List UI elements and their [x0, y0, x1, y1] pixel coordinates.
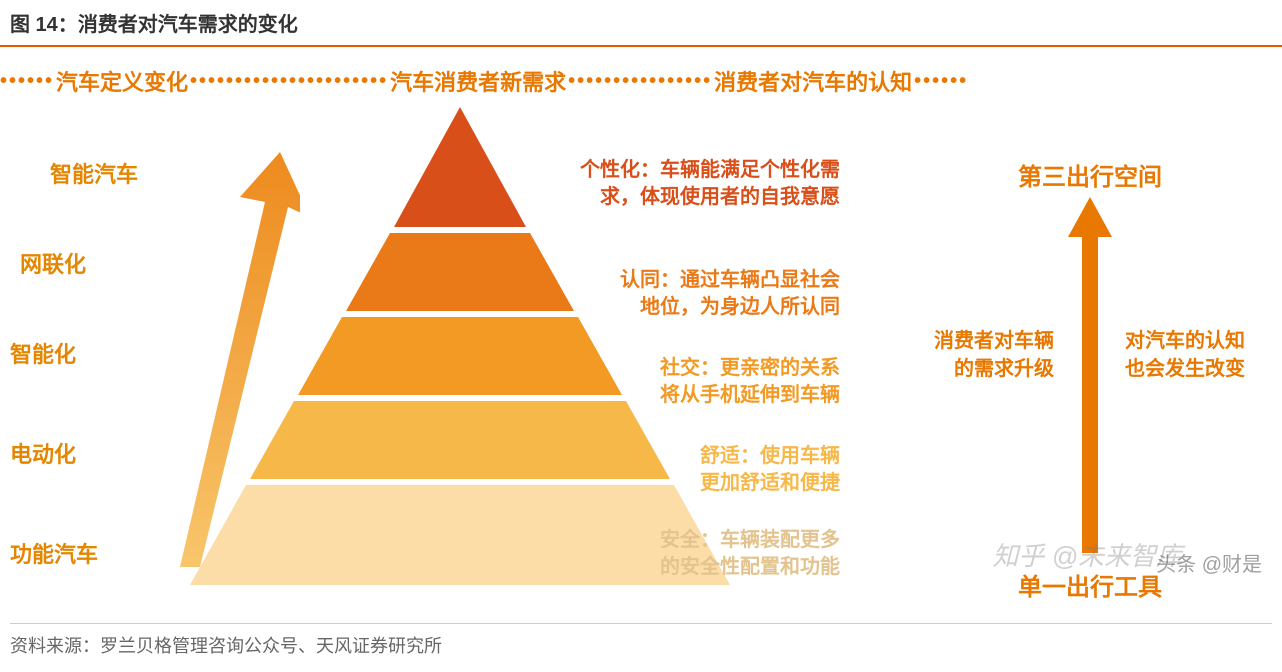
right-arrow-icon	[1068, 197, 1112, 557]
left-axis-label: 电动化	[10, 437, 76, 469]
need-item: 安全：车辆装配更多的安全性配置和功能	[500, 527, 840, 581]
figure-title: 图 14：消费者对汽车需求的变化	[0, 0, 1282, 47]
header-dots: ••••••	[0, 70, 54, 93]
right-side-left-l2: 的需求升级	[954, 358, 1054, 380]
need-item: 认同：通过车辆凸显社会地位，为身边人所认同	[500, 267, 840, 321]
right-side-left-l1: 消费者对车辆	[934, 330, 1054, 352]
right-side-right-l1: 对汽车的认知	[1125, 330, 1245, 352]
right-side-right-l2: 也会发生改变	[1125, 358, 1245, 380]
needs-column: 个性化：车辆能满足个性化需求，体现使用者的自我意愿认同：通过车辆凸显社会地位，为…	[500, 147, 880, 607]
right-side-left: 消费者对车辆 的需求升级	[924, 327, 1054, 383]
header-dots: ••••••••••••••••	[568, 70, 712, 93]
need-item: 社交：更亲密的关系将从手机延伸到车辆	[500, 355, 840, 409]
header-dots: ••••••••••••••••••••••	[190, 70, 388, 93]
need-item: 个性化：车辆能满足个性化需求，体现使用者的自我意愿	[500, 157, 840, 211]
need-item: 舒适：使用车辆更加舒适和便捷	[500, 443, 840, 497]
header-middle: 汽车消费者新需求	[388, 65, 568, 97]
left-axis-label: 网联化	[20, 247, 86, 279]
left-axis-label: 功能汽车	[10, 537, 98, 569]
left-axis-label: 智能汽车	[50, 157, 138, 189]
header-left: 汽车定义变化	[54, 65, 190, 97]
right-top-label: 第三出行空间	[920, 157, 1260, 192]
header-row: •••••• 汽车定义变化 •••••••••••••••••••••• 汽车消…	[0, 65, 1282, 97]
figure-number: 图 14：	[10, 14, 78, 36]
diagram-area: •••••• 汽车定义变化 •••••••••••••••••••••• 汽车消…	[0, 47, 1282, 617]
right-side-right: 对汽车的认知 也会发生改变	[1125, 327, 1255, 383]
right-column: 第三出行空间 消费者对车辆 的需求升级 对汽车的认知 也会发生改变 单一出行工具	[920, 137, 1260, 597]
header-dots: ••••••	[914, 70, 968, 93]
figure-title-text: 消费者对汽车需求的变化	[78, 14, 298, 36]
left-axis-label: 智能化	[10, 337, 76, 369]
right-bottom-label: 单一出行工具	[920, 567, 1260, 602]
header-right: 消费者对汽车的认知	[712, 65, 914, 97]
source-citation: 资料来源：罗兰贝格管理咨询公众号、天风证券研究所	[10, 623, 1272, 658]
